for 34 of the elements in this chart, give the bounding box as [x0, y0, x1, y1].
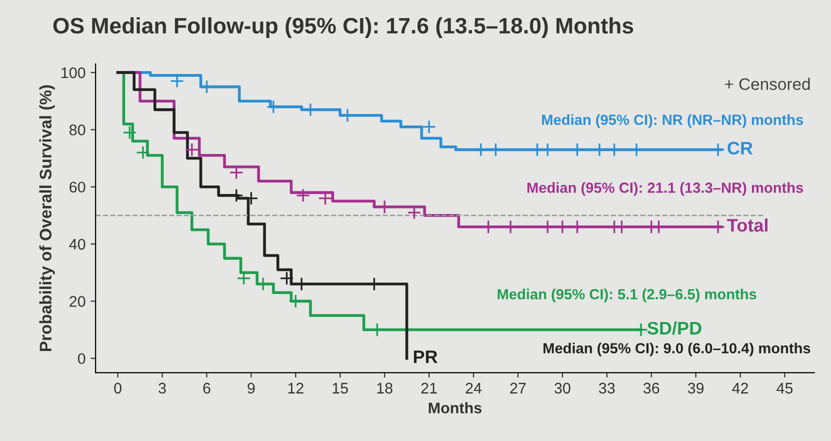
annotation: Median (95% CI): 9.0 (6.0–10.4) months	[544, 342, 810, 356]
x-tick-label: 24	[466, 382, 482, 394]
y-tick-label: 40	[69, 238, 86, 250]
annotation: Median (95% CI): 5.1 (2.9–6.5) months	[498, 288, 756, 302]
x-tick-label: 0	[114, 382, 122, 394]
x-tick-label: 27	[510, 382, 526, 394]
x-tick-label: 33	[598, 382, 615, 394]
annotation: + Censored	[724, 78, 810, 90]
x-tick-label: 30	[554, 382, 570, 394]
x-tick-label: 39	[688, 382, 704, 394]
x-tick-label: 6	[203, 382, 210, 394]
x-tick-label: 18	[377, 382, 392, 394]
y-tick-label: 20	[70, 296, 86, 307]
annotation: Median (95% CI): NR (NR–NR) months	[542, 114, 804, 128]
y-tick-label: 0	[78, 353, 86, 364]
x-tick-label: 36	[643, 382, 660, 394]
y-tick-label: 100	[62, 67, 86, 78]
x-tick-label: 3	[158, 382, 166, 394]
series-label: SD/PD	[647, 321, 702, 335]
x-tick-label: 21	[421, 382, 437, 394]
series-label: CR	[728, 142, 753, 155]
x-tick-label: 12	[288, 382, 304, 394]
y-tick-label: 60	[70, 182, 86, 193]
series-label: PR	[414, 350, 438, 364]
x-tick-label: 15	[332, 382, 348, 394]
x-tick-label: 45	[776, 382, 793, 394]
x-axis-title: Months	[428, 402, 482, 414]
x-tick-label: 42	[732, 382, 748, 394]
y-axis-title: Probability of Overall Survival (%)	[39, 85, 55, 352]
annotation: Median (95% CI): 21.1 (13.3–NR) months	[527, 182, 804, 196]
series-label: Total	[727, 218, 768, 232]
y-tick-label: 80	[70, 124, 86, 136]
chart-title: OS Median Follow-up (95% CI): 17.6 (13.5–18.0) Months	[53, 17, 634, 38]
x-tick-label: 9	[248, 382, 255, 394]
